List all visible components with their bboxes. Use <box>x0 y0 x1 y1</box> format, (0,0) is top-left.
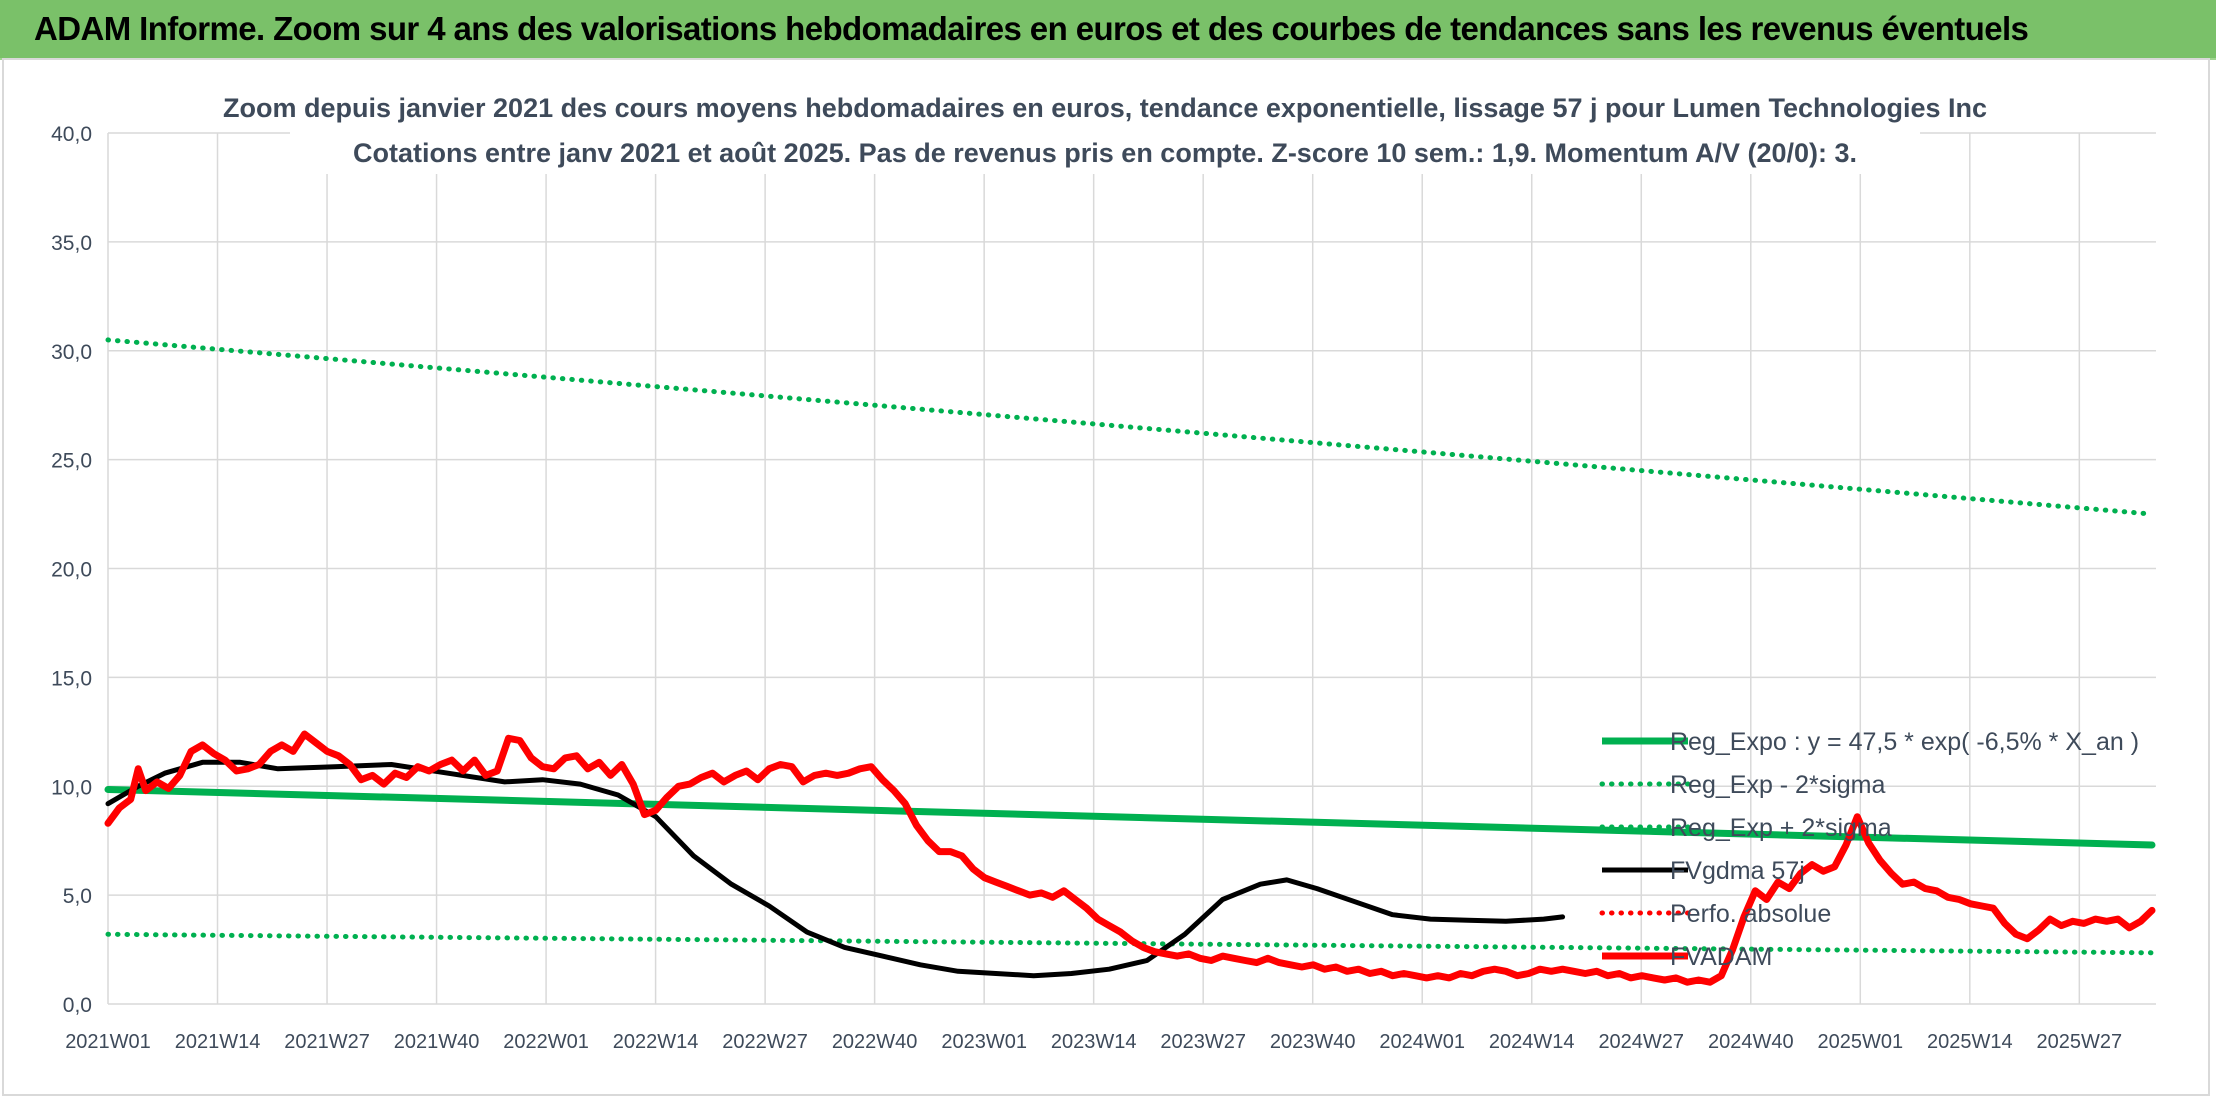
y-tick-label: 35,0 <box>51 232 92 255</box>
banner-title: ADAM Informe. Zoom sur 4 ans des valoris… <box>34 10 2029 47</box>
title-banner: ADAM Informe. Zoom sur 4 ans des valoris… <box>0 0 2216 60</box>
series-line-2 <box>105 337 2155 517</box>
chart-subtitle: Cotations entre janv 2021 et août 2025. … <box>353 138 1857 168</box>
x-tick-label: 2021W01 <box>65 1031 151 1053</box>
y-tick-label: 20,0 <box>51 559 92 582</box>
x-tick-label: 2024W14 <box>1489 1031 1575 1053</box>
gridlines <box>107 132 2156 1005</box>
legend-label: Reg_Exp - 2*sigma <box>1670 771 1885 799</box>
x-tick-label: 2024W27 <box>1598 1031 1684 1053</box>
x-tick-label: 2022W01 <box>503 1031 589 1053</box>
x-tick-label: 2021W14 <box>175 1031 261 1053</box>
title-background <box>290 86 1920 174</box>
x-tick-label: 2024W40 <box>1708 1031 1794 1053</box>
x-tick-label: 2022W27 <box>722 1031 808 1053</box>
chart-title: Zoom depuis janvier 2021 des cours moyen… <box>223 93 1987 123</box>
y-tick-label: 40,0 <box>51 123 92 146</box>
y-tick-label: 5,0 <box>63 885 92 908</box>
y-axis: 0,0 5,0 10,0 15,0 20,0 25,0 30,0 35,0 40,0 <box>51 123 92 1017</box>
x-tick-label: 2023W01 <box>941 1031 1027 1053</box>
chart-frame <box>2 58 2210 1096</box>
x-tick-label: 2025W01 <box>1817 1031 1903 1053</box>
x-tick-label: 2022W14 <box>613 1031 699 1053</box>
legend: Reg_Expo : y = 47,5 * exp( -6,5% * X_an … <box>1599 728 2139 971</box>
x-axis: 2021W01 2021W14 2021W27 2021W40 2022W01 2022W… <box>65 1031 2122 1053</box>
x-tick-label: 2021W40 <box>394 1031 480 1053</box>
x-tick-label: 2025W14 <box>1927 1031 2013 1053</box>
series-line-0 <box>104 786 2156 849</box>
chart-titles: Zoom depuis janvier 2021 des cours moyen… <box>223 86 1987 174</box>
series-layer <box>104 337 2156 986</box>
legend-label: Perfo. absolue <box>1670 900 1831 928</box>
legend-label: Reg_Exp + 2*sigma <box>1670 814 1892 842</box>
y-tick-label: 30,0 <box>51 341 92 364</box>
x-tick-label: 2024W01 <box>1379 1031 1465 1053</box>
x-tick-label: 2023W14 <box>1051 1031 1137 1053</box>
y-tick-label: 10,0 <box>51 776 92 799</box>
x-tick-label: 2021W27 <box>284 1031 370 1053</box>
y-tick-label: 25,0 <box>51 450 92 473</box>
x-tick-label: 2025W27 <box>2037 1031 2123 1053</box>
x-tick-label: 2023W27 <box>1160 1031 1246 1053</box>
y-tick-label: 0,0 <box>63 994 92 1017</box>
legend-label: Reg_Expo : y = 47,5 * exp( -6,5% * X_an … <box>1670 728 2139 756</box>
y-tick-label: 15,0 <box>51 667 92 690</box>
x-tick-label: 2023W40 <box>1270 1031 1356 1053</box>
series-line-1 <box>105 931 2155 956</box>
legend-label: FVgdma 57j <box>1670 857 1805 885</box>
x-tick-label: 2022W40 <box>832 1031 918 1053</box>
series-line-5 <box>104 730 2156 986</box>
legend-label: FVADAM <box>1670 943 1772 971</box>
